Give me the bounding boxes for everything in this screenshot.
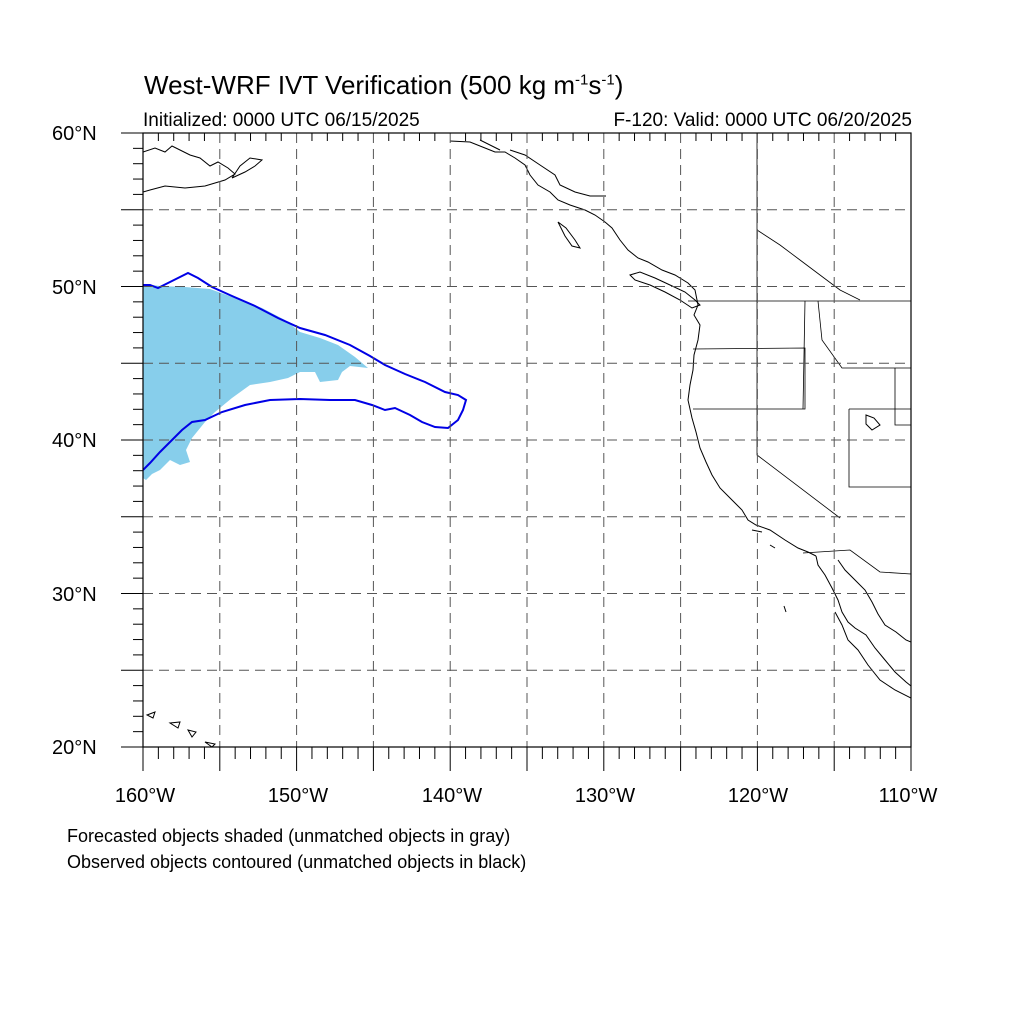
lon-label-110w: 110°W	[878, 785, 938, 807]
chart-title: West-WRF IVT Verification (500 kg m-1s-1…	[144, 70, 624, 100]
lat-label-20n: 20°N	[52, 737, 97, 759]
baja-california	[815, 555, 911, 699]
lat-lon-grid	[143, 133, 911, 747]
lon-label-150w: 150°W	[267, 785, 329, 807]
initialized-time: Initialized: 0000 UTC 06/15/2025	[143, 110, 420, 131]
forecast-ivt-object	[143, 284, 368, 480]
lon-label-120w: 120°W	[727, 785, 789, 807]
lat-label-60n: 60°N	[52, 123, 97, 145]
great-salt-lake	[865, 414, 881, 431]
lat-label-30n: 30°N	[52, 584, 97, 606]
coastline-north	[143, 139, 817, 557]
political-boundaries	[688, 133, 911, 575]
valid-time: F-120: Valid: 0000 UTC 06/20/2025	[613, 110, 912, 131]
channel-islands	[751, 529, 787, 613]
note-observed: Observed objects contoured (unmatched ob…	[67, 852, 527, 872]
axis-ticks	[121, 132, 912, 771]
lat-label-50n: 50°N	[52, 277, 97, 299]
lon-label-130w: 130°W	[574, 785, 636, 807]
lon-label-140w: 140°W	[421, 785, 483, 807]
lon-label-160w: 160°W	[114, 785, 176, 807]
note-forecast: Forecasted objects shaded (unmatched obj…	[67, 826, 511, 846]
hawaii-islands	[145, 711, 217, 747]
lat-label-40n: 40°N	[52, 430, 97, 452]
vancouver-island	[629, 271, 701, 309]
haida-gwaii	[557, 221, 582, 249]
